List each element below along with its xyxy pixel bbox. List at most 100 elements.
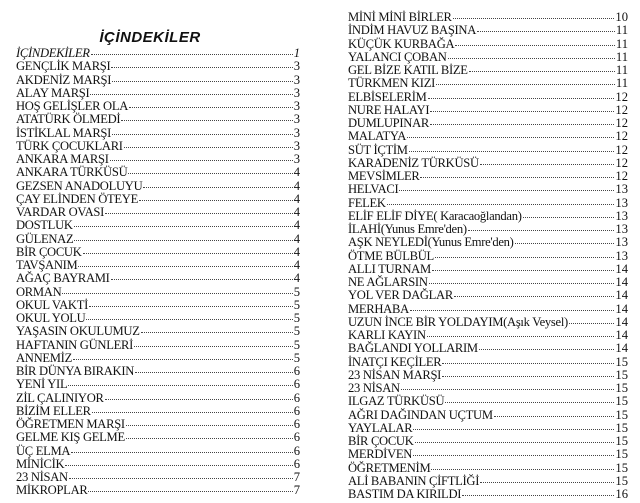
toc-entry[interactable]: BAĞLANDI YOLLARIM 14 (348, 341, 628, 355)
toc-entry[interactable]: OKUL YOLU 5 (16, 311, 300, 325)
toc-entry-title: TAVŞANIM (16, 258, 78, 272)
toc-entry[interactable]: İNATÇI KEÇİLER 15 (348, 355, 628, 369)
toc-entry[interactable]: ALAY MARŞI 3 (16, 86, 300, 100)
dot-leader (447, 57, 615, 59)
toc-entry[interactable]: İSTİKLAL MARŞI 3 (16, 126, 300, 140)
toc-entry[interactable]: GÜLENAZ 4 (16, 232, 300, 246)
toc-entry[interactable]: BİZİM ELLER 6 (16, 403, 300, 418)
toc-entry-page: 15 (615, 407, 628, 422)
toc-entry-title: 23 NİSAN MARŞI (348, 367, 442, 382)
toc-entry[interactable]: MİNİCİK 6 (16, 456, 300, 471)
toc-entry[interactable]: ANNEMİZ 5 (16, 351, 300, 365)
toc-entry[interactable]: BASTIM DA KIRILDI 16 (348, 487, 628, 501)
toc-entry[interactable]: MİKROPLAR 7 (16, 483, 300, 497)
toc-entry-page: 15 (615, 447, 628, 462)
toc-entry[interactable]: ZİL ÇALINIYOR 6 (16, 391, 300, 405)
toc-entry[interactable]: NE AĞLARSIN 14 (348, 275, 628, 289)
toc-entry[interactable]: NURE HALAYI 12 (348, 103, 628, 117)
toc-entry[interactable]: AKDENİZ MARŞI 3 (16, 72, 300, 87)
toc-entry-title: ÇAY ELİNDEN ÖTEYE (16, 191, 138, 206)
toc-entry[interactable]: 23 NİSAN MARŞI 15 (348, 367, 628, 382)
toc-entry[interactable]: ÇAY ELİNDEN ÖTEYE 4 (16, 191, 300, 206)
toc-entry[interactable]: MEVSİMLER 12 (348, 169, 628, 183)
toc-entry-title: AĞAÇ BAYRAMI (16, 271, 110, 286)
toc-entry-title: KARLI KAYIN (348, 328, 426, 342)
toc-entry[interactable]: GEZSEN ANADOLUYU 4 (16, 179, 300, 193)
toc-entry[interactable]: GEL BİZE KATIL BİZE 11 (348, 63, 628, 77)
toc-entry-page: 7 (293, 470, 300, 484)
toc-entry[interactable]: GENÇLİK MARŞI 3 (16, 59, 300, 73)
toc-entry[interactable]: KARADENİZ TÜRKÜSÜ 12 (348, 156, 628, 170)
toc-entry[interactable]: 23 NİSAN 7 (16, 470, 300, 484)
toc-entry[interactable]: MERDİVEN 15 (348, 447, 628, 462)
toc-entry-page: 12 (615, 89, 628, 104)
dot-leader (68, 478, 293, 479)
toc-entry-title: MİNİCİK (16, 456, 65, 471)
dot-leader (429, 124, 615, 125)
toc-entry[interactable]: YAŞASIN OKULUMUZ 5 (16, 324, 300, 339)
toc-entry[interactable]: YALANCI ÇOBAN 11 (348, 50, 628, 64)
toc-entry[interactable]: MALATYA 12 (348, 129, 628, 143)
toc-entry[interactable]: İLAHİ(Yunus Emre'den) 13 (348, 222, 628, 236)
dot-leader (135, 372, 293, 373)
toc-entry[interactable]: UZUN İNCE BİR YOLDAYIM(Aşık Veysel) 14 (348, 314, 628, 329)
toc-entry[interactable]: KARLI KAYIN 14 (348, 328, 628, 342)
toc-entry-title: İLAHİ(Yunus Emre'den) (348, 222, 467, 236)
toc-entry-page: 13 (615, 222, 628, 236)
toc-entry[interactable]: VARDAR OVASI 4 (16, 205, 300, 219)
toc-entry[interactable]: ELBİSELERİM 12 (348, 89, 628, 104)
toc-entry[interactable]: ALİ BABANIN ÇİFTLİĞİ 15 (348, 474, 628, 488)
toc-entry-page: 4 (293, 258, 300, 272)
toc-entry[interactable]: ANKARA TÜRKÜSÜ 4 (16, 165, 300, 179)
toc-entry[interactable]: ÖĞRETMENİM 15 (348, 461, 628, 475)
toc-entry[interactable]: 23 NİSAN 15 (348, 381, 628, 395)
toc-entry[interactable]: OKUL VAKTİ 5 (16, 298, 300, 312)
toc-entry[interactable]: İNDİM HAVUZ BAŞINA 11 (348, 23, 628, 37)
toc-entry[interactable]: AŞK NEYLEDİ(Yunus Emre'den) 13 (348, 235, 628, 249)
toc-entry[interactable]: ÖĞRETMEN MARŞI 6 (16, 417, 300, 431)
dot-leader (71, 451, 293, 453)
toc-entry[interactable]: YAYLALAR 15 (348, 421, 628, 435)
toc-entry[interactable]: TÜRKMEN KIZI 11 (348, 76, 628, 90)
toc-entry[interactable]: DUMLUPINAR 12 (348, 116, 628, 130)
toc-entry-title: MEVSİMLER (348, 169, 420, 183)
toc-entry[interactable]: HOŞ GELİŞLER OLA 3 (16, 99, 300, 113)
toc-entry[interactable]: YENİ YIL 6 (16, 377, 300, 391)
toc-entry[interactable]: ÖTME BÜLBÜL 13 (348, 249, 628, 263)
toc-entry-page: 5 (293, 311, 300, 325)
toc-entry-title: AKDENİZ MARŞI (16, 72, 112, 87)
dot-leader (111, 67, 293, 69)
toc-entry-page: 14 (615, 288, 628, 303)
toc-heading: İÇİNDEKİLER (99, 29, 201, 46)
toc-entry[interactable]: TÜRK ÇOCUKLARI 3 (16, 139, 300, 153)
toc-entry[interactable]: ELİF ELİF DİYE( Karacaoğlandan) 13 (348, 209, 628, 223)
toc-entry[interactable]: KÜÇÜK KURBAĞA 11 (348, 37, 628, 51)
toc-entry[interactable]: ALLI TURNAM 14 (348, 262, 628, 276)
toc-entry-title: YAŞASIN OKULUMUZ (16, 324, 140, 339)
toc-entry[interactable]: BİR DÜNYA BIRAKIN 6 (16, 364, 300, 378)
dot-leader (462, 495, 615, 496)
toc-entry[interactable]: ILGAZ TÜRKÜSÜ 15 (348, 394, 628, 408)
toc-entry[interactable]: HAFTANIN GÜNLERİ 5 (16, 338, 300, 352)
toc-entry-page: 6 (293, 403, 300, 418)
toc-entry[interactable]: MERHABA 14 (348, 302, 628, 316)
toc-entry[interactable]: İÇİNDEKİLER 1 (16, 46, 300, 60)
dot-leader (73, 226, 293, 228)
toc-entry[interactable]: ORMAN 5 (16, 285, 300, 299)
toc-entry[interactable]: MİNİ MİNİ BİRLER 10 (348, 10, 628, 24)
toc-entry[interactable]: GELME KIŞ GELME 6 (16, 430, 300, 444)
toc-entry[interactable]: YOL VER DAĞLAR 14 (348, 288, 628, 303)
toc-entry[interactable]: ATATÜRK ÖLMEDİ 3 (16, 112, 300, 126)
toc-entry[interactable]: ANKARA MARŞI 3 (16, 152, 300, 166)
toc-entry[interactable]: DOSTLUK 4 (16, 218, 300, 232)
toc-entry-title: UZUN İNCE BİR YOLDAYIM(Aşık Veysel) (348, 314, 568, 329)
toc-entry[interactable]: HELVACI 13 (348, 182, 628, 196)
toc-entry[interactable]: ÜÇ ELMA 6 (16, 444, 300, 458)
toc-entry[interactable]: AĞRI DAĞINDAN UÇTUM 15 (348, 407, 628, 422)
toc-entry[interactable]: TAVŞANIM 4 (16, 258, 300, 272)
toc-entry[interactable]: BİR ÇOCUK 4 (16, 245, 300, 259)
toc-entry[interactable]: AĞAÇ BAYRAMI 4 (16, 271, 300, 286)
toc-entry[interactable]: BİR ÇOCUK 15 (348, 434, 628, 448)
toc-entry[interactable]: SÜT İÇTİM 12 (348, 143, 628, 157)
toc-entry[interactable]: FELEK 13 (348, 196, 628, 210)
